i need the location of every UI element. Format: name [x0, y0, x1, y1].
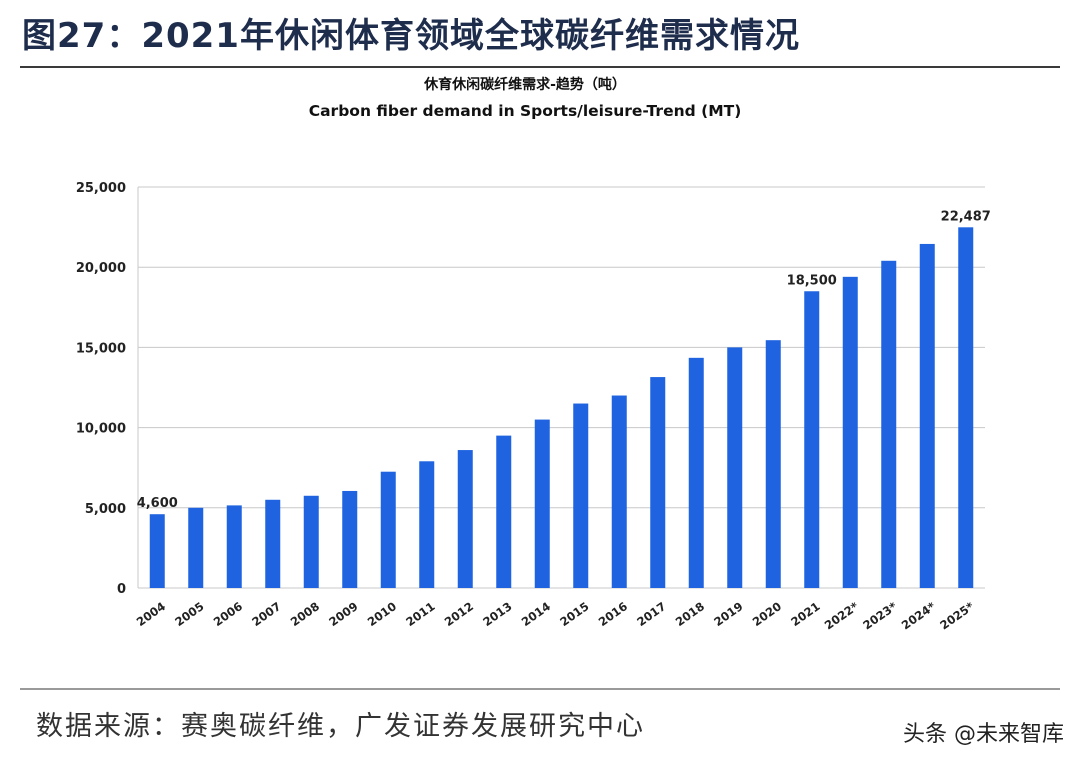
source-note: 数据来源：赛奥碳纤维，广发证券发展研究中心	[36, 711, 645, 742]
bar-2004	[149, 514, 165, 588]
bar-2009	[342, 490, 358, 588]
data-label: 18,500	[787, 273, 837, 288]
y-tick-label: 20,000	[76, 261, 126, 276]
bar-2013	[496, 435, 512, 588]
bar-2020	[765, 340, 781, 588]
x-tick-label: 2025*	[937, 599, 976, 632]
y-tick-label: 0	[117, 582, 126, 597]
x-tick-label: 2015	[557, 599, 591, 629]
x-tick-label: 2023*	[860, 599, 899, 632]
bar-2011	[419, 461, 435, 588]
x-tick-label: 2010	[365, 599, 399, 629]
y-tick-label: 10,000	[76, 422, 126, 437]
x-tick-label: 2009	[326, 599, 360, 629]
bar-2019	[727, 347, 743, 588]
watermark: 头条 @未来智库	[903, 722, 1064, 747]
bars	[149, 227, 974, 588]
x-axis-ticks: 2004 2005 2006 2007 2008 2009 2010 2011 2012 2013…	[134, 599, 977, 632]
x-tick-label: 2011	[403, 599, 437, 629]
bar-2012	[457, 450, 473, 588]
bar-2016	[611, 395, 627, 588]
x-tick-label: 2004	[134, 599, 168, 629]
bar-2007	[265, 499, 281, 588]
bar-2021	[804, 291, 820, 588]
x-tick-label: 2013	[480, 599, 514, 629]
bar-2015	[573, 403, 589, 588]
data-label: 22,487	[941, 209, 991, 224]
bar-2006	[226, 505, 242, 588]
y-tick-label: 25,000	[76, 181, 126, 196]
bar-2005	[188, 507, 204, 588]
bar-2010	[380, 471, 396, 588]
x-tick-label: 2022*	[822, 599, 861, 632]
x-tick-label: 2012	[442, 599, 476, 629]
x-tick-label: 2019	[711, 599, 745, 629]
bar-2018	[688, 357, 704, 588]
gridlines	[137, 186, 985, 589]
bar-2024-forecast	[919, 243, 935, 588]
bar-2017	[650, 377, 666, 588]
y-tick-label: 15,000	[76, 341, 126, 356]
x-tick-label: 2006	[211, 599, 245, 629]
x-tick-label: 2024*	[899, 599, 938, 632]
x-tick-label: 2018	[673, 599, 707, 629]
x-tick-label: 2005	[172, 599, 206, 629]
x-tick-label: 2016	[596, 599, 630, 629]
y-tick-label: 5,000	[85, 502, 126, 517]
x-tick-label: 2021	[788, 599, 822, 629]
bar-2014	[534, 419, 550, 588]
x-tick-label: 2020	[750, 599, 784, 629]
footer-divider	[20, 688, 1060, 690]
bar-2008	[303, 495, 319, 588]
bar-2025-forecast	[958, 227, 974, 588]
bar-chart: 休育休闲碳纤维需求-趋势（吨） Carbon fiber demand in S…	[76, 76, 991, 632]
bar-2023-forecast	[881, 260, 897, 588]
data-labels: 4,600 18,500 22,487	[137, 209, 991, 511]
figure-title: 图27：2021年休闲体育领域全球碳纤维需求情况	[22, 16, 800, 56]
x-tick-label: 2007	[249, 599, 283, 629]
x-tick-label: 2017	[634, 599, 668, 629]
x-tick-label: 2014	[519, 599, 553, 629]
chart-title: 休育休闲碳纤维需求-趋势（吨）	[423, 76, 626, 93]
bar-2022-forecast	[842, 276, 858, 588]
title-divider	[20, 66, 1060, 68]
chart-subtitle: Carbon fiber demand in Sports/leisure-Tr…	[309, 102, 742, 120]
x-tick-label: 2008	[288, 599, 322, 629]
data-label: 4,600	[137, 496, 178, 511]
y-axis-ticks: 0 5,000 10,000 15,000 20,000 25,000	[76, 181, 126, 597]
